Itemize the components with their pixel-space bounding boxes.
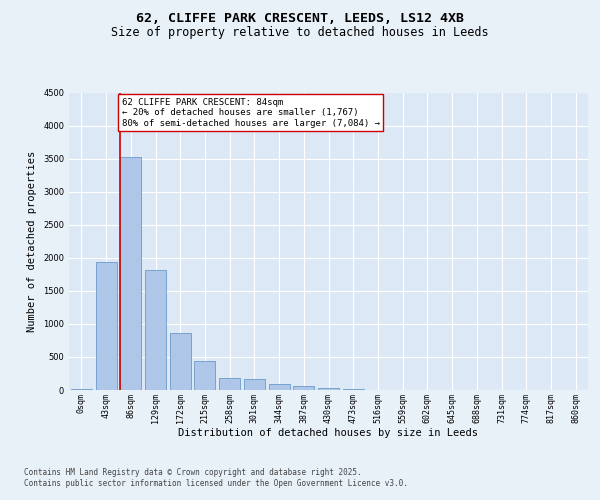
- Bar: [244, 379, 265, 390]
- Bar: [318, 388, 339, 390]
- Text: Size of property relative to detached houses in Leeds: Size of property relative to detached ho…: [111, 26, 489, 39]
- X-axis label: Distribution of detached houses by size in Leeds: Distribution of detached houses by size …: [179, 428, 479, 438]
- Bar: [145, 270, 166, 390]
- Bar: [293, 386, 314, 390]
- Bar: [120, 156, 141, 390]
- Bar: [170, 333, 191, 390]
- Bar: [71, 388, 92, 390]
- Bar: [219, 378, 240, 390]
- Bar: [194, 360, 215, 390]
- Bar: [343, 388, 364, 390]
- Y-axis label: Number of detached properties: Number of detached properties: [28, 150, 37, 332]
- Bar: [95, 262, 116, 390]
- Bar: [269, 384, 290, 390]
- Text: 62, CLIFFE PARK CRESCENT, LEEDS, LS12 4XB: 62, CLIFFE PARK CRESCENT, LEEDS, LS12 4X…: [136, 12, 464, 26]
- Text: Contains HM Land Registry data © Crown copyright and database right 2025.
Contai: Contains HM Land Registry data © Crown c…: [24, 468, 408, 487]
- Text: 62 CLIFFE PARK CRESCENT: 84sqm
← 20% of detached houses are smaller (1,767)
80% : 62 CLIFFE PARK CRESCENT: 84sqm ← 20% of …: [122, 98, 380, 128]
